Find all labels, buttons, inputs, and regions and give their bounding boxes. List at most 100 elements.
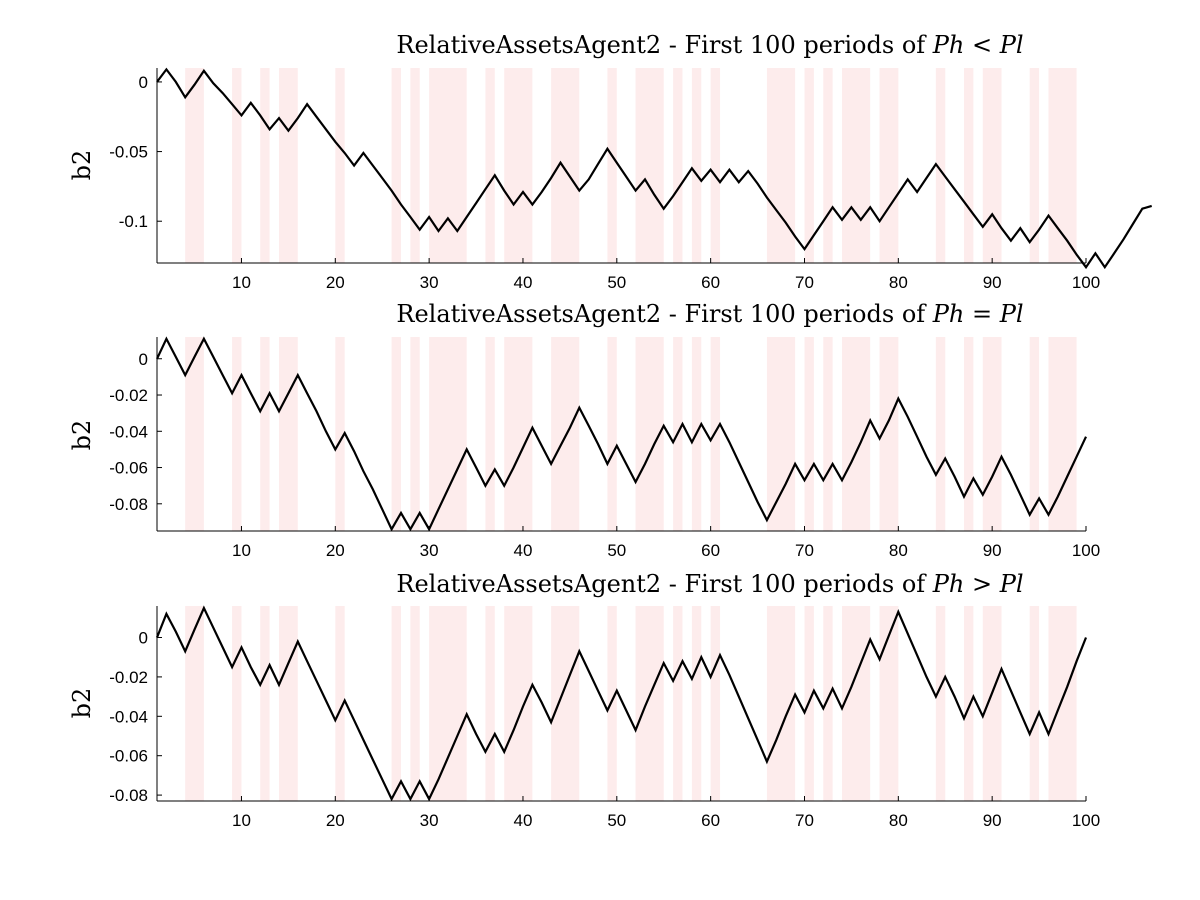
shaded-band — [804, 68, 814, 263]
shaded-band — [710, 606, 721, 801]
x-tick-label: 60 — [701, 811, 720, 830]
y-tick-label: -0.08 — [109, 786, 148, 805]
subplot-1-series — [156, 67, 1153, 270]
shaded-band — [485, 606, 495, 801]
y-tick-label: -0.04 — [109, 422, 148, 441]
y-tick-label: -0.05 — [109, 143, 148, 162]
shaded-band — [879, 68, 899, 263]
shaded-band — [879, 337, 899, 531]
shaded-band — [429, 337, 467, 531]
shaded-band — [842, 68, 871, 263]
subplot-2-axes: 10 20 30 40 50 60 70 80 90 100 0 -0.02 -0.04 -0.06 -0.… — [109, 337, 1100, 560]
shaded-band — [232, 337, 242, 531]
shaded-band — [335, 337, 345, 531]
shaded-band — [260, 606, 270, 801]
x-tick-label: 70 — [795, 811, 814, 830]
subplot-1-axes: 10 20 30 40 50 60 70 80 90 100 0 -0.05 -0.1 — [109, 68, 1100, 292]
shaded-band — [673, 606, 683, 801]
shaded-band — [607, 606, 617, 801]
shaded-band — [766, 68, 796, 263]
shaded-band — [410, 337, 420, 531]
x-tick-label: 50 — [607, 541, 626, 560]
shaded-band — [842, 337, 871, 531]
x-tick-label: 70 — [795, 541, 814, 560]
shaded-band — [1029, 337, 1040, 531]
shaded-band — [429, 68, 467, 263]
shaded-band — [879, 606, 899, 801]
series-line — [156, 336, 1087, 532]
x-tick-label: 10 — [232, 541, 251, 560]
subplot-3-axes: 10 20 30 40 50 60 70 80 90 100 0 -0.02 -0.04 -0.06 -0.… — [109, 606, 1100, 830]
x-tick-label: 20 — [326, 273, 345, 292]
subplot-1-title: RelativeAssetsAgent2 - First 100 periods… — [396, 31, 1023, 59]
shaded-band — [335, 606, 345, 801]
x-tick-label: 60 — [701, 273, 720, 292]
shaded-band — [804, 337, 814, 531]
shaded-band — [964, 606, 974, 801]
series-line — [156, 67, 1153, 270]
subplot-1-ylabel: b2 — [68, 150, 96, 181]
x-tick-label: 10 — [232, 811, 251, 830]
subplot-3-bands — [185, 606, 1077, 801]
y-tick-label: -0.06 — [109, 747, 148, 766]
x-tick-label: 70 — [795, 273, 814, 292]
x-tick-label: 60 — [701, 541, 720, 560]
shaded-band — [635, 606, 664, 801]
shaded-band — [335, 68, 345, 263]
shaded-band — [485, 68, 495, 263]
x-tick-label: 30 — [420, 273, 439, 292]
shaded-band — [635, 68, 664, 263]
shaded-band — [278, 337, 298, 531]
shaded-band — [964, 337, 974, 531]
y-tick-label: -0.02 — [109, 386, 148, 405]
shaded-band — [504, 337, 533, 531]
shaded-band — [551, 606, 580, 801]
x-tick-label: 40 — [514, 541, 533, 560]
y-tick-label: -0.1 — [119, 212, 148, 231]
shaded-band — [1029, 606, 1040, 801]
shaded-band — [823, 68, 833, 263]
x-tick-label: 40 — [514, 273, 533, 292]
x-tick-label: 30 — [420, 811, 439, 830]
shaded-band — [278, 68, 298, 263]
shaded-band — [982, 68, 1002, 263]
shaded-band — [607, 337, 617, 531]
shaded-band — [982, 337, 1002, 531]
shaded-band — [232, 68, 242, 263]
subplot-2-bands — [185, 337, 1077, 531]
subplot-2-title: RelativeAssetsAgent2 - First 100 periods… — [396, 300, 1023, 328]
x-tick-label: 90 — [983, 811, 1002, 830]
shaded-band — [691, 606, 702, 801]
shaded-band — [551, 337, 580, 531]
shaded-band — [185, 337, 204, 531]
shaded-band — [823, 337, 833, 531]
x-tick-label: 80 — [889, 541, 908, 560]
subplot-3-ylabel: b2 — [68, 688, 96, 719]
shaded-band — [935, 606, 946, 801]
x-tick-label: 50 — [607, 273, 626, 292]
shaded-band — [391, 68, 401, 263]
y-tick-label: -0.08 — [109, 495, 148, 514]
x-tick-label: 90 — [983, 541, 1002, 560]
series-line — [155, 605, 1088, 802]
shaded-band — [429, 606, 467, 801]
y-tick-label: 0 — [139, 629, 148, 648]
shaded-band — [1029, 68, 1040, 263]
shaded-band — [232, 606, 242, 801]
shaded-band — [260, 337, 270, 531]
subplot-1-bands — [185, 68, 1077, 263]
shaded-band — [964, 68, 974, 263]
x-tick-label: 80 — [889, 811, 908, 830]
shaded-band — [691, 68, 702, 263]
x-tick-label: 40 — [514, 811, 533, 830]
shaded-band — [935, 337, 946, 531]
shaded-band — [391, 606, 401, 801]
x-tick-label: 20 — [326, 541, 345, 560]
shaded-band — [607, 68, 617, 263]
y-tick-label: -0.02 — [109, 668, 148, 687]
x-tick-label: 10 — [232, 273, 251, 292]
subplot-2-series — [156, 336, 1087, 532]
shaded-band — [391, 337, 401, 531]
x-tick-label: 100 — [1072, 541, 1100, 560]
